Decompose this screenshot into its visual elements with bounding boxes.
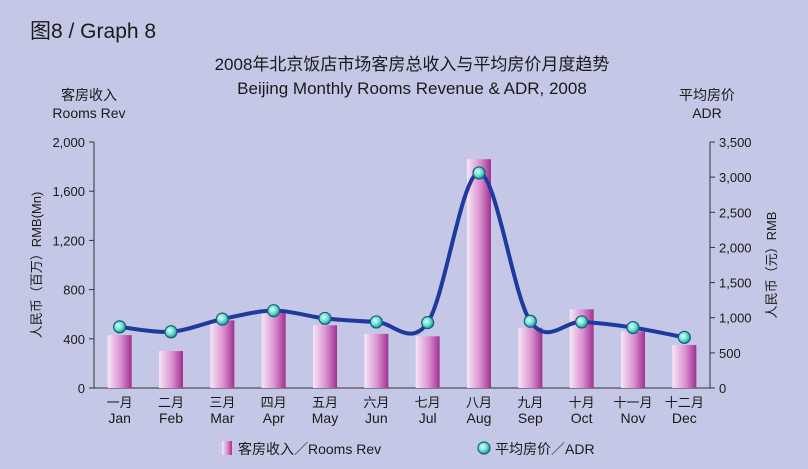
- right-tick-label: 3,500: [719, 135, 752, 150]
- left-tick-label: 0: [78, 381, 85, 396]
- chart-title: 2008年北京饭店市场客房总收入与平均房价月度趋势: [215, 55, 610, 74]
- x-label-cn: 八月: [466, 395, 492, 410]
- left-tick-label: 1,200: [52, 233, 85, 248]
- legend: 客房收入／Rooms Rev 平均房价／ADR: [222, 441, 595, 457]
- left-tick-label: 400: [63, 332, 85, 347]
- x-label-cn: 一月: [107, 395, 133, 410]
- left-tick-label: 800: [63, 283, 85, 298]
- bar-sep: [518, 327, 543, 388]
- adr-line-layer: [113, 166, 691, 344]
- x-label-en: Apr: [263, 410, 285, 426]
- adr-point-apr: [267, 304, 281, 318]
- adr-point-jan: [113, 320, 127, 334]
- bar-dec: [672, 344, 697, 388]
- right-axis-side-label: 人民币（元）RMB: [764, 212, 779, 319]
- bar-jun: [364, 333, 389, 388]
- x-label-en: Jan: [108, 410, 131, 426]
- x-label-en: Dec: [672, 410, 697, 426]
- bars: [107, 159, 697, 388]
- x-label-cn: 三月: [209, 395, 235, 410]
- adr-point-oct: [575, 315, 589, 329]
- legend-bar-swatch: [222, 441, 232, 455]
- bar-feb: [159, 351, 183, 388]
- adr-point-aug: [472, 166, 486, 180]
- adr-point-mar: [215, 312, 229, 326]
- x-label-en: Feb: [159, 410, 183, 426]
- bar-nov: [621, 331, 645, 388]
- x-label-en: Oct: [571, 410, 593, 426]
- x-label-en: Mar: [210, 410, 234, 426]
- x-label-en: Nov: [621, 410, 646, 426]
- x-label-cn: 七月: [415, 395, 441, 410]
- right-tick-label: 3,000: [719, 170, 752, 185]
- x-label-cn: 十一月: [613, 395, 652, 410]
- chart-subtitle: Beijing Monthly Rooms Revenue & ADR, 200…: [237, 79, 587, 98]
- x-label-cn: 二月: [158, 395, 184, 410]
- x-label-cn: 六月: [363, 395, 389, 410]
- x-label-cn: 九月: [517, 395, 543, 410]
- left-tick-label: 1,600: [52, 184, 85, 199]
- right-tick-label: 0: [719, 381, 726, 396]
- bar-may: [313, 325, 337, 388]
- adr-point-may: [318, 311, 332, 326]
- legend-line-label: 平均房价／ADR: [495, 441, 595, 457]
- adr-point-jun: [369, 315, 383, 329]
- x-label-cn: 十月: [569, 395, 595, 410]
- x-label-en: Sep: [518, 410, 543, 426]
- adr-point-dec: [677, 330, 691, 344]
- legend-line-marker: [477, 441, 491, 455]
- left-axis-side-label: 人民币（百万）RMB(Mn): [29, 192, 44, 339]
- adr-point-nov: [626, 320, 640, 335]
- right-tick-label: 500: [719, 346, 741, 361]
- right-tick-label: 1,000: [719, 311, 752, 326]
- left-axis-title-en: Rooms Rev: [52, 105, 125, 121]
- adr-point-sep: [523, 314, 537, 328]
- x-label-en: Jun: [365, 410, 388, 426]
- x-label-en: Aug: [467, 410, 492, 426]
- right-axis-ticks: 0 500 1,000 1,500 2,000 2,500 3,000 3,500: [710, 135, 752, 396]
- bar-mar: [210, 320, 235, 388]
- adr-point-jul: [421, 316, 435, 330]
- left-tick-label: 2,000: [52, 135, 85, 150]
- adr-point-feb: [164, 325, 178, 339]
- right-tick-label: 2,500: [719, 205, 752, 220]
- x-label-en: May: [312, 410, 338, 426]
- x-label-cn: 五月: [312, 395, 338, 410]
- x-label-cn: 十二月: [665, 395, 704, 410]
- left-axis-title-cn: 客房收入: [61, 87, 117, 103]
- bar-jul: [415, 336, 440, 388]
- right-axis-title-en: ADR: [692, 105, 722, 121]
- x-label-en: Jul: [419, 410, 437, 426]
- x-label-cn: 四月: [261, 395, 287, 410]
- right-tick-label: 1,500: [719, 276, 752, 291]
- right-tick-label: 2,000: [719, 240, 752, 255]
- right-axis-title-cn: 平均房价: [679, 87, 735, 103]
- left-axis-ticks: 0 400 800 1,200 1,600 2,000: [52, 135, 94, 396]
- graph-label: 图8 / Graph 8: [30, 20, 156, 43]
- bar-aug: [467, 159, 491, 388]
- bar-apr: [261, 310, 286, 388]
- adr-series-line: [119, 170, 685, 340]
- bar-jan: [107, 335, 132, 388]
- legend-bar-label: 客房收入／Rooms Rev: [238, 441, 381, 457]
